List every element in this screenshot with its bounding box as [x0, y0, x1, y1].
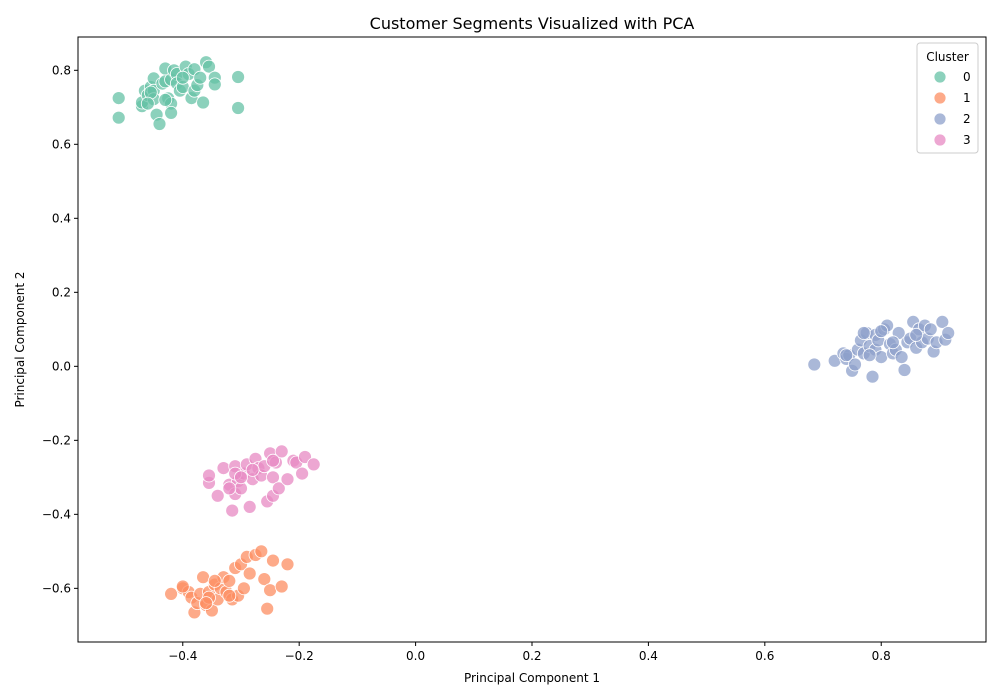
point-cluster-0-30 [193, 70, 208, 85]
point-cluster-2-24 [897, 363, 912, 377]
point-cluster-2-23 [894, 350, 909, 365]
legend-label-0: 0 [963, 70, 971, 84]
point-cluster-0-36 [231, 70, 246, 84]
point-cluster-0-40 [158, 93, 173, 107]
x-tick-label: −0.4 [168, 649, 197, 663]
point-cluster-1-29 [266, 553, 280, 568]
point-cluster-1-31 [280, 557, 295, 572]
legend-marker-0 [933, 70, 947, 84]
x-tick-label: 0.2 [522, 649, 541, 663]
y-tick-label: −0.4 [42, 507, 71, 521]
point-cluster-0-17 [164, 106, 179, 120]
x-tick-label: 0.4 [639, 649, 658, 663]
legend-box [916, 42, 979, 154]
point-cluster-3-20 [266, 470, 280, 485]
point-cluster-2-44 [839, 348, 854, 363]
point-cluster-1-23 [242, 566, 257, 581]
point-cluster-2-43 [874, 324, 889, 339]
x-tick-label: −0.2 [285, 649, 314, 663]
point-cluster-1-30 [274, 579, 289, 594]
point-cluster-2-36 [935, 314, 950, 329]
point-cluster-3-34 [234, 470, 248, 485]
chart-title: Customer Segments Visualized with PCA [370, 14, 695, 33]
point-cluster-3-5 [225, 503, 240, 518]
point-cluster-0-11 [152, 117, 167, 131]
point-cluster-2-33 [923, 322, 938, 337]
point-cluster-2-0 [807, 357, 822, 372]
y-tick-label: 0.8 [52, 63, 71, 77]
point-cluster-3-32 [245, 462, 260, 477]
point-cluster-3-3 [216, 461, 231, 476]
point-cluster-3-30 [306, 457, 321, 472]
x-tick-label: 0.0 [406, 649, 425, 663]
points-layer [111, 55, 956, 620]
point-cluster-0-37 [231, 101, 246, 115]
x-axis-label: Principal Component 1 [464, 671, 600, 685]
point-cluster-2-6 [848, 357, 862, 372]
y-tick-label: −0.2 [42, 433, 71, 447]
legend-marker-2 [933, 112, 947, 126]
point-cluster-2-12 [865, 369, 880, 384]
point-cluster-1-16 [222, 574, 237, 588]
legend-marker-1 [933, 91, 947, 105]
point-cluster-0-33 [202, 59, 216, 74]
point-cluster-1-21 [236, 581, 251, 596]
x-tick-label: 0.8 [872, 649, 891, 663]
point-cluster-2-40 [856, 326, 871, 340]
y-tick-label: 0.0 [52, 359, 71, 373]
point-cluster-3-12 [242, 499, 257, 514]
point-cluster-1-28 [263, 583, 278, 598]
point-cluster-1-35 [199, 596, 214, 610]
point-cluster-3-35 [222, 481, 237, 496]
point-cluster-0-41 [140, 96, 155, 111]
point-cluster-3-2 [210, 488, 225, 503]
point-cluster-3-33 [266, 453, 280, 468]
point-cluster-0-31 [196, 95, 211, 110]
y-axis-label: Principal Component 2 [13, 271, 27, 407]
point-cluster-1-0 [164, 587, 179, 601]
y-tick-label: 0.6 [52, 137, 71, 151]
point-cluster-1-27 [260, 601, 275, 616]
y-axis: −0.6 −0.4 −0.2 0.0 0.2 0.4 0.6 0.8 [42, 63, 78, 595]
point-cluster-0-0 [111, 91, 126, 105]
point-cluster-2-39 [862, 348, 877, 363]
legend-label-2: 2 [963, 112, 971, 126]
legend: Cluster 0 1 2 3 [916, 42, 979, 154]
legend-marker-3 [933, 133, 947, 147]
point-cluster-0-39 [175, 70, 190, 85]
point-cluster-3-23 [271, 481, 286, 496]
y-tick-label: 0.2 [52, 285, 71, 299]
point-cluster-1-36 [222, 588, 237, 603]
point-cluster-1-32 [175, 579, 190, 594]
point-cluster-2-42 [909, 327, 924, 342]
point-cluster-3-25 [280, 472, 295, 487]
y-tick-label: −0.6 [42, 581, 71, 595]
point-cluster-2-16 [874, 350, 889, 365]
legend-title: Cluster [926, 50, 969, 64]
point-cluster-0-1 [111, 110, 126, 125]
point-cluster-3-1 [202, 468, 216, 483]
x-axis: −0.4 −0.2 0.0 0.2 0.4 0.6 0.8 [168, 642, 891, 663]
point-cluster-1-26 [257, 572, 272, 586]
legend-entries: 0 1 2 3 [933, 70, 971, 147]
point-cluster-3-24 [274, 444, 289, 459]
point-cluster-2-38 [941, 326, 956, 340]
y-tick-label: 0.4 [52, 211, 71, 225]
x-tick-label: 0.6 [755, 649, 774, 663]
point-cluster-1-25 [254, 544, 269, 559]
point-cluster-2-41 [886, 335, 900, 350]
point-cluster-1-7 [196, 570, 211, 585]
point-cluster-1-34 [207, 574, 222, 588]
point-cluster-3-28 [295, 466, 310, 481]
point-cluster-0-35 [207, 77, 222, 92]
legend-label-3: 3 [963, 133, 971, 147]
legend-label-1: 1 [963, 91, 971, 105]
